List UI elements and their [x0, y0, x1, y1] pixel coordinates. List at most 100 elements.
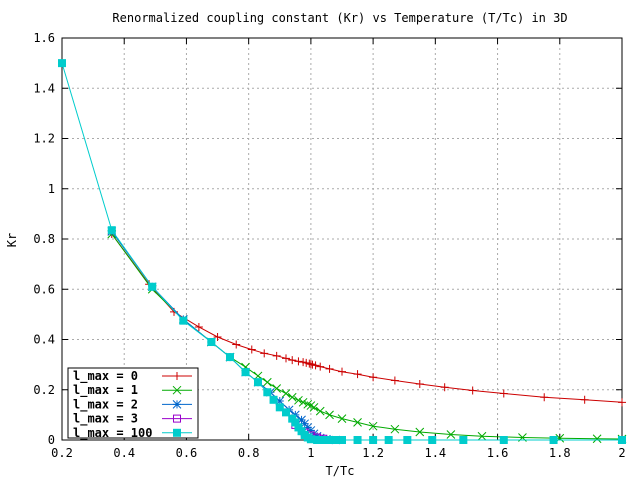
data-point [477, 431, 487, 441]
data-point [428, 436, 437, 444]
x-tick-label: 1.6 [487, 446, 509, 460]
legend-marker [173, 428, 181, 437]
x-tick-label: 0.2 [51, 446, 73, 460]
data-point [303, 399, 313, 409]
y-tick-label: 0 [48, 433, 55, 447]
data-point [369, 436, 378, 444]
data-point [58, 59, 66, 68]
x-tick-label: 1.8 [549, 446, 571, 460]
data-point [275, 403, 284, 412]
x-tick-label: 2 [618, 446, 625, 460]
data-point [254, 378, 262, 387]
data-point [288, 356, 297, 365]
data-point [309, 402, 319, 412]
data-point [415, 427, 425, 437]
legend-marker [172, 400, 182, 409]
data-point [107, 226, 116, 235]
y-tick-label: 0.4 [33, 333, 55, 347]
data-point [325, 410, 334, 420]
x-tick-label: 1.4 [424, 446, 446, 460]
y-tick-label: 0.6 [33, 282, 55, 296]
data-point [269, 395, 278, 404]
data-point [390, 376, 399, 385]
chart-title: Renormalized coupling constant (Kr) vs T… [112, 11, 567, 25]
y-tick-label: 0.8 [33, 232, 55, 246]
data-point [325, 364, 334, 373]
data-point [499, 389, 508, 398]
x-tick-label: 0.6 [176, 446, 198, 460]
data-point [179, 316, 188, 325]
data-point [540, 393, 549, 402]
data-point [287, 392, 297, 402]
data-point [384, 436, 393, 444]
legend-marker [173, 414, 181, 423]
data-point [298, 397, 308, 407]
legend-label: l_max = 0 [73, 369, 138, 384]
data-point [262, 377, 272, 387]
data-point [213, 332, 222, 341]
data-point [275, 396, 285, 406]
data-point [260, 349, 269, 358]
data-point [263, 388, 272, 397]
data-point [311, 361, 320, 370]
data-point [459, 436, 468, 444]
data-point [353, 370, 362, 379]
data-point [580, 395, 589, 404]
data-point [272, 351, 281, 360]
legend: l_max = 0l_max = 1l_max = 2l_max = 3l_ma… [67, 367, 199, 441]
data-point [207, 338, 216, 347]
legend-label: l_max = 2 [73, 397, 138, 412]
data-point [618, 398, 626, 407]
data-point [226, 353, 234, 362]
data-point [316, 362, 325, 371]
series-0 [107, 229, 626, 407]
y-tick-label: 1 [48, 182, 55, 196]
data-point [390, 424, 400, 434]
data-point [282, 354, 290, 363]
data-point [232, 340, 241, 349]
legend-marker [173, 372, 181, 380]
series-4 [58, 59, 626, 444]
legend-label: l_max = 100 [73, 426, 152, 441]
data-point [353, 418, 362, 427]
x-tick-label: 1 [307, 446, 314, 460]
data-point [315, 406, 325, 416]
data-point [468, 386, 477, 395]
data-point [369, 373, 378, 382]
data-point [194, 322, 203, 331]
data-point [241, 368, 250, 377]
data-point [549, 436, 558, 444]
series-group [58, 59, 627, 445]
y-tick-label: 0.2 [33, 383, 55, 397]
data-point [338, 436, 346, 444]
data-point [446, 430, 456, 439]
data-point [337, 414, 347, 423]
legend-marker [172, 385, 182, 395]
data-point [415, 379, 424, 388]
legend-box [67, 367, 199, 439]
y-tick-label: 1.6 [33, 31, 55, 45]
data-point [403, 436, 412, 444]
data-point [272, 384, 282, 393]
y-axis-label: Kr [5, 233, 19, 247]
data-point [440, 383, 449, 392]
data-point [499, 436, 508, 444]
grid [62, 38, 622, 440]
data-point [618, 436, 626, 444]
x-tick-label: 1.2 [362, 446, 384, 460]
legend-label: l_max = 3 [73, 412, 138, 427]
x-axis-label: T/Tc [326, 464, 355, 478]
axis-ticks: 0.2 0.4 0.6 0.8 1 1.2 1.4 1.6 1.8 200.20.40.60.81… [33, 31, 625, 460]
y-tick-label: 1.4 [33, 81, 55, 95]
data-point [148, 282, 157, 291]
data-point [294, 395, 303, 405]
data-point [247, 345, 256, 354]
data-point [281, 389, 291, 398]
legend-label: l_max = 1 [73, 383, 138, 398]
data-point [353, 436, 362, 444]
data-point [592, 434, 602, 444]
x-tick-label: 0.4 [113, 446, 135, 460]
data-point [368, 421, 378, 431]
y-tick-label: 1.2 [33, 132, 55, 146]
